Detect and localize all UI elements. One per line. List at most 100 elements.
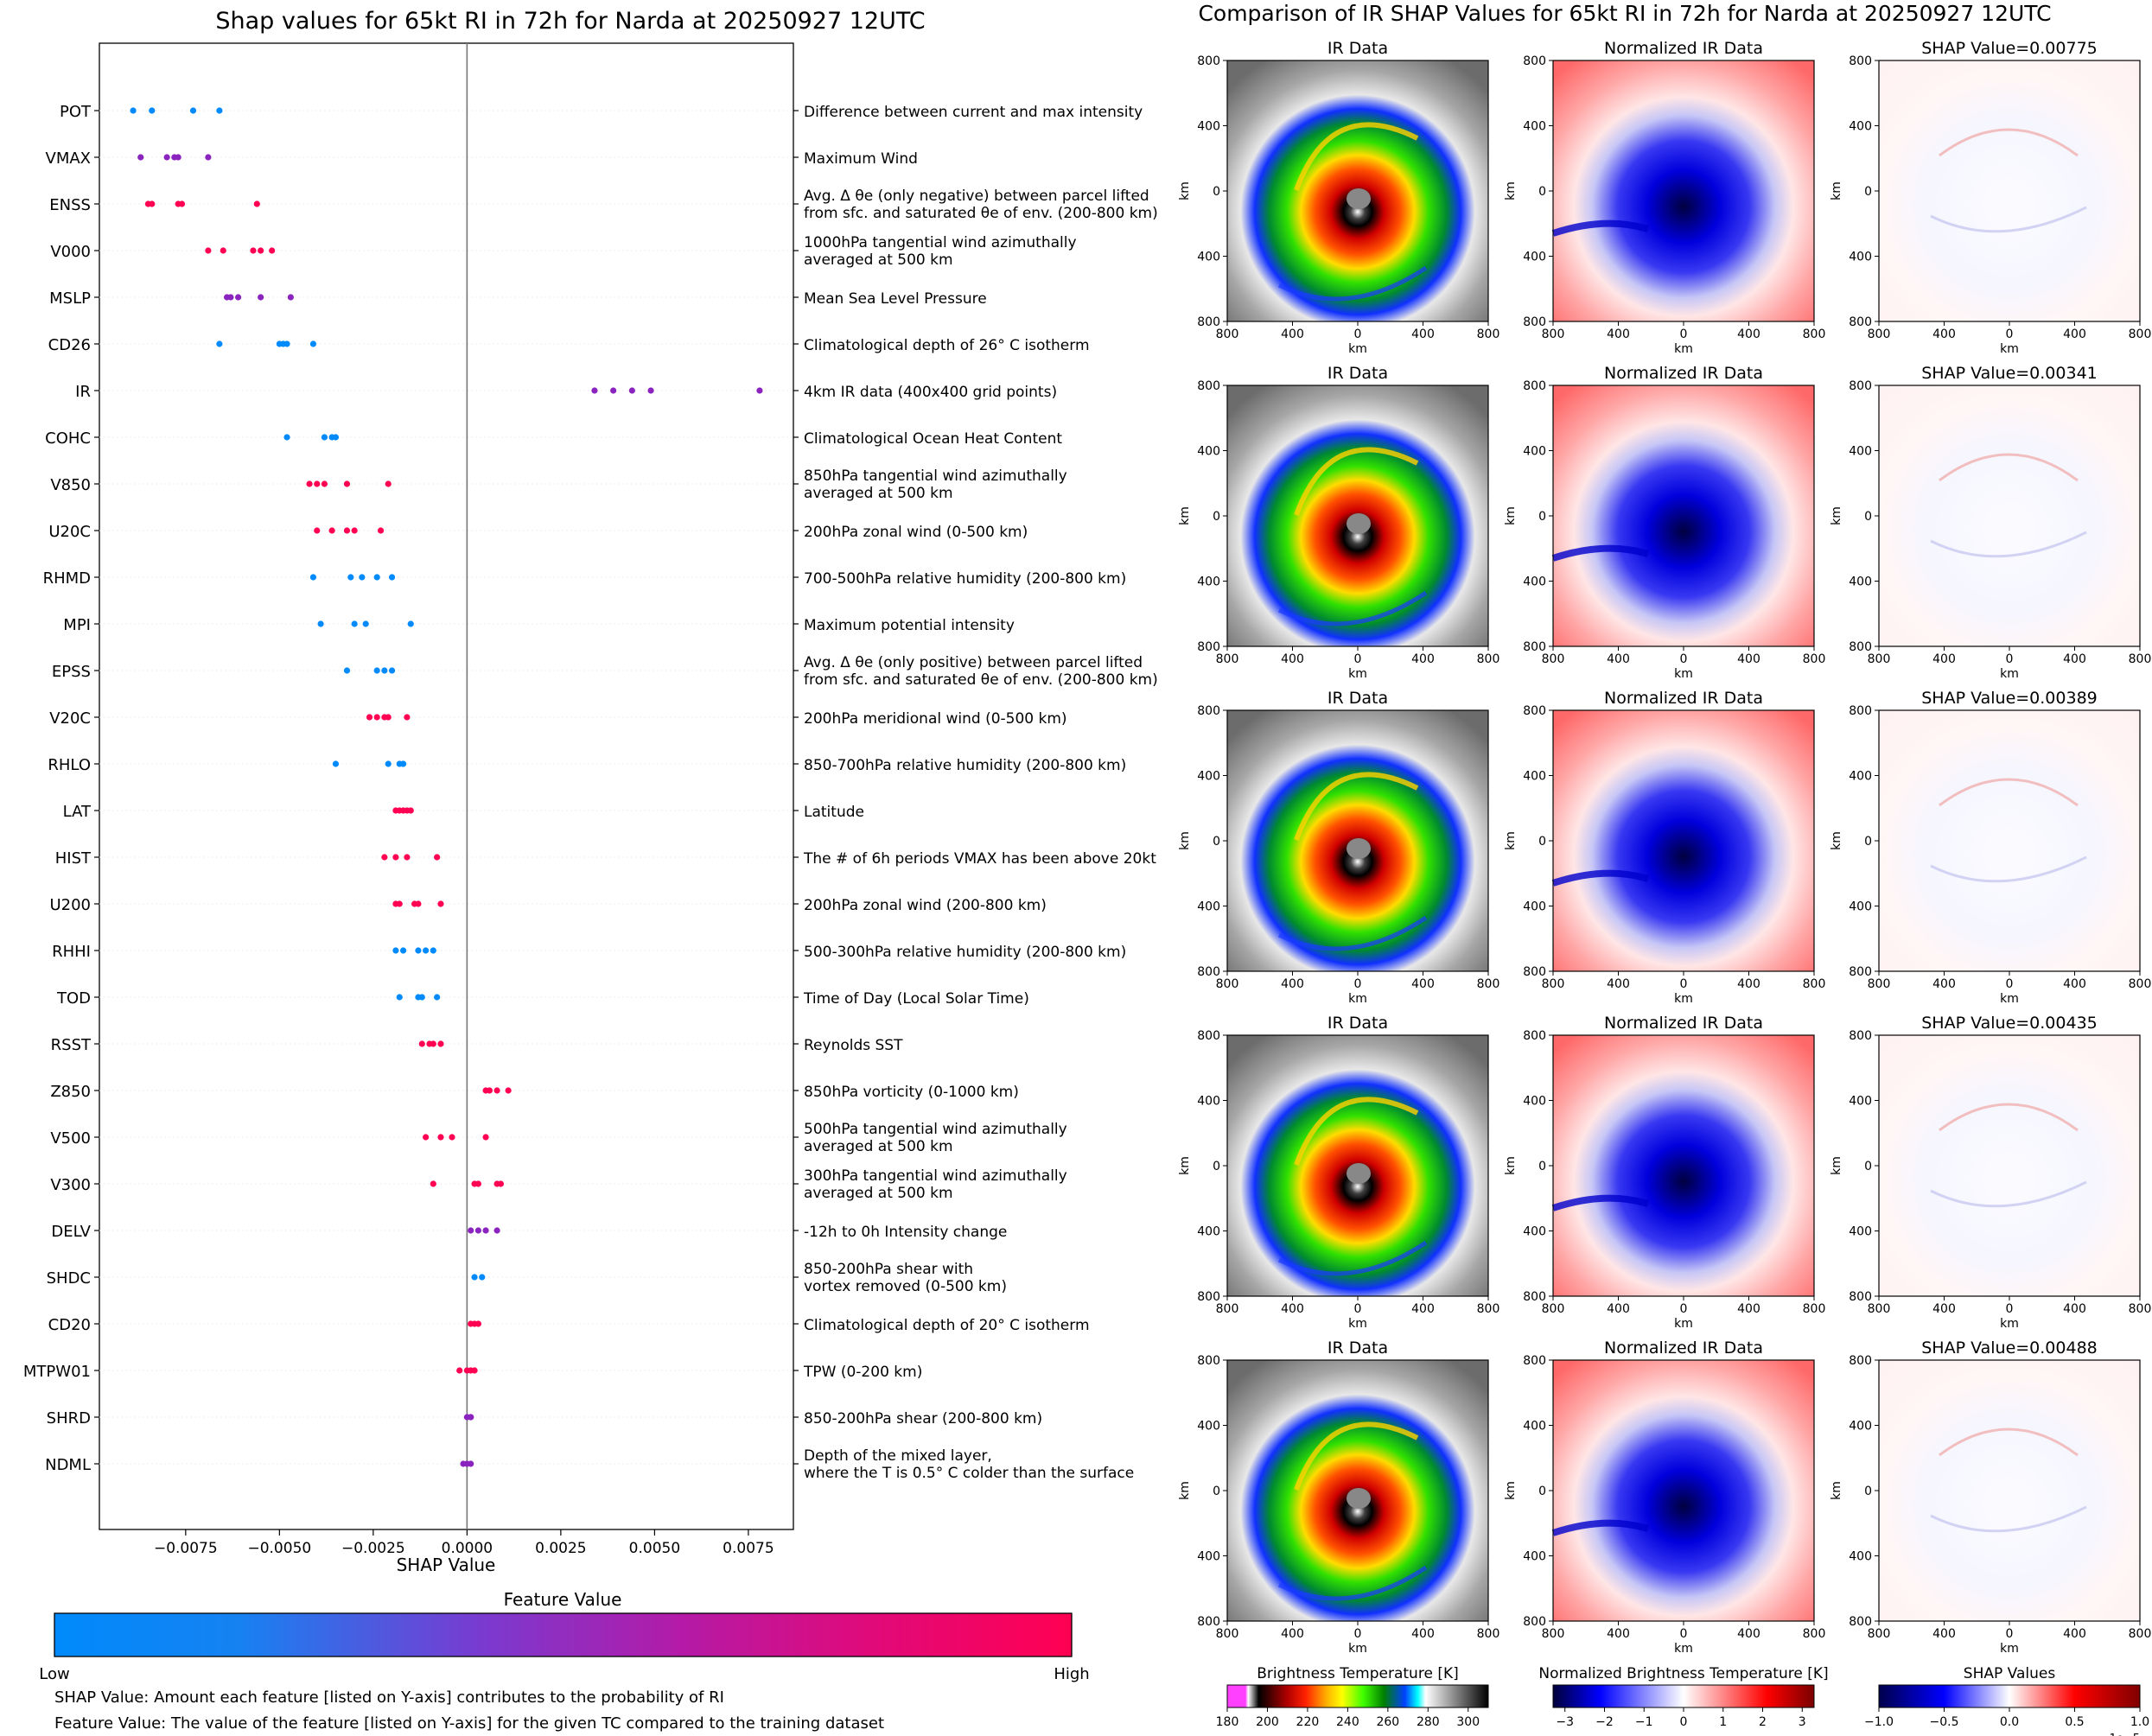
- shap-point: [471, 1367, 478, 1374]
- x-tick-label: 400: [1411, 1302, 1435, 1316]
- shap-panel-title: SHAP Value=0.00775: [1921, 39, 2098, 58]
- feature-name-label: V300: [50, 1176, 91, 1194]
- x-tick-label: 400: [1932, 652, 1956, 666]
- feature-description-line: from sfc. and saturated θe of env. (200-…: [804, 671, 1158, 689]
- feature-name-label: RHLO: [48, 756, 91, 774]
- x-tick-label: 0: [1354, 1627, 1362, 1641]
- feature-name-labels: POT VMAX ENSS V000 MSLP CD26 IR COHC V850 U20C RHM…: [23, 103, 799, 1474]
- x-tick-label: 400: [1607, 327, 1630, 341]
- y-tick-label: 400: [1197, 900, 1220, 914]
- x-axis-label: km: [2000, 992, 2019, 1006]
- shap-image: [1879, 1035, 2140, 1296]
- shap-point: [388, 667, 396, 674]
- feature-description-line: 850hPa vorticity (0-1000 km): [804, 1084, 1019, 1101]
- feature-description-line: 4km IR data (400x400 grid points): [804, 384, 1057, 401]
- footnote-feature-value: Feature Value: The value of the feature …: [54, 1714, 884, 1733]
- shap-point: [235, 294, 242, 301]
- x-tick-label: 0: [1680, 1302, 1688, 1316]
- feature-description-line: averaged at 500 km: [804, 1138, 953, 1155]
- x-tick-label: 400: [1281, 1302, 1304, 1316]
- ir-rainband: [1294, 447, 1419, 517]
- panel-title: IR Data: [1327, 39, 1388, 58]
- y-tick-label: 800: [1197, 640, 1220, 654]
- shap-point: [381, 667, 388, 674]
- ir-rainband: [1294, 122, 1419, 192]
- shap-point: [396, 900, 403, 907]
- ir-rainband: [1294, 1097, 1419, 1167]
- shap-point: [189, 107, 197, 114]
- feature-name-label: LAT: [63, 803, 92, 821]
- y-tick-label: 0: [1213, 1485, 1220, 1498]
- x-tick-label: 0: [1680, 977, 1688, 991]
- ir-comparison-grid: IR Data80080040040000400400800800kmkmNor…: [1178, 39, 2151, 1656]
- shap-point: [497, 1180, 505, 1187]
- feature-description-line: The # of 6h periods VMAX has been above …: [803, 850, 1156, 868]
- feature-description-line: Climatological Ocean Heat Content: [804, 430, 1062, 448]
- x-tick-label: 400: [1737, 652, 1760, 666]
- shap-point: [351, 620, 358, 627]
- y-tick-label: 400: [1197, 575, 1220, 589]
- feature-description-line: 850-700hPa relative humidity (200-800 km…: [804, 757, 1126, 774]
- shap-point: [505, 1087, 512, 1094]
- shap-point: [407, 807, 414, 814]
- feature-name-label: MPI: [63, 616, 91, 634]
- feature-description-line: Reynolds SST: [804, 1037, 903, 1054]
- shap-point: [377, 527, 385, 534]
- feature-name-label: COHC: [45, 429, 91, 448]
- colorbar-2: Normalized Brightness Temperature [K] −3 −…: [1538, 1665, 1828, 1729]
- ir-rainband: [1294, 1421, 1419, 1491]
- panel-shap-row-4: SHAP Value=0.004358008004004000040040080…: [1830, 1014, 2151, 1331]
- colorbar-title: SHAP Values: [1964, 1665, 2056, 1682]
- shap-point: [434, 994, 441, 1001]
- y-tick-label: 400: [1849, 251, 1872, 264]
- shap-point: [314, 527, 321, 534]
- feature-description-line: 850-200hPa shear (200-800 km): [804, 1410, 1042, 1428]
- colorbar-tick-label: 1: [1719, 1715, 1727, 1729]
- x-tick-label: 0: [1354, 327, 1362, 341]
- x-tick-label: 0: [1354, 1302, 1362, 1316]
- feature-description-line: Maximum potential intensity: [804, 617, 1015, 634]
- y-tick-label: 800: [1849, 640, 1872, 654]
- feature-description-line: 500hPa tangential wind azimuthally: [804, 1121, 1067, 1138]
- shap-point: [343, 480, 351, 487]
- x-tick-label: 400: [1737, 1627, 1760, 1641]
- x-axis-label: km: [1348, 667, 1367, 681]
- x-tick-label: 400: [1281, 327, 1304, 341]
- x-axis-ticks: −0.0075 −0.0050 −0.0025 0.0000 0.0025 0.0050 0…: [154, 1529, 774, 1557]
- shap-point: [449, 1134, 455, 1141]
- x-tick-label: 800: [1868, 1302, 1891, 1316]
- feature-description-line: 700-500hPa relative humidity (200-800 km…: [804, 570, 1126, 588]
- x-tick-label: 400: [1737, 1302, 1760, 1316]
- x-tick-label: 800: [1477, 977, 1500, 991]
- x-tick-label: 400: [1411, 652, 1435, 666]
- y-tick-label: 0: [1538, 1160, 1546, 1173]
- x-tick-label: 400: [1607, 1302, 1630, 1316]
- x-tick-label: 400: [1411, 1627, 1435, 1641]
- shap-point: [474, 1227, 481, 1234]
- shap-point: [332, 434, 340, 441]
- x-tick-label: 400: [1281, 977, 1304, 991]
- shap-point: [437, 1040, 444, 1047]
- x-tick-label: 800: [1542, 1627, 1565, 1641]
- shap-point: [482, 1134, 489, 1141]
- shap-point: [269, 247, 276, 254]
- ir-rainband: [1277, 590, 1428, 626]
- x-tick-label: 800: [1803, 1627, 1826, 1641]
- shap-point: [253, 200, 260, 207]
- shap-arc: [1939, 1428, 2079, 1457]
- x-tick-label: 0: [1680, 652, 1688, 666]
- feature-colorbar-title: Feature Value: [504, 1589, 622, 1610]
- feature-description-line: from sfc. and saturated θe of env. (200-…: [804, 205, 1158, 222]
- y-tick-label: 800: [1197, 54, 1220, 68]
- shap-point: [227, 294, 234, 301]
- ir-rainband: [1294, 772, 1419, 842]
- normalized-ir-image: [1553, 385, 1814, 646]
- normalized-band: [1551, 1519, 1650, 1536]
- colorbar-tick-label: 240: [1336, 1715, 1359, 1729]
- feature-description-line: Avg. Δ θe (only negative) between parcel…: [804, 188, 1149, 205]
- x-tick-label: 800: [2129, 1302, 2152, 1316]
- x-tick-label: 400: [2063, 1302, 2086, 1316]
- x-tick-label: 400: [1932, 327, 1956, 341]
- feature-description-line: 850hPa tangential wind azimuthally: [804, 467, 1067, 485]
- x-axis-label: km: [1674, 1642, 1693, 1656]
